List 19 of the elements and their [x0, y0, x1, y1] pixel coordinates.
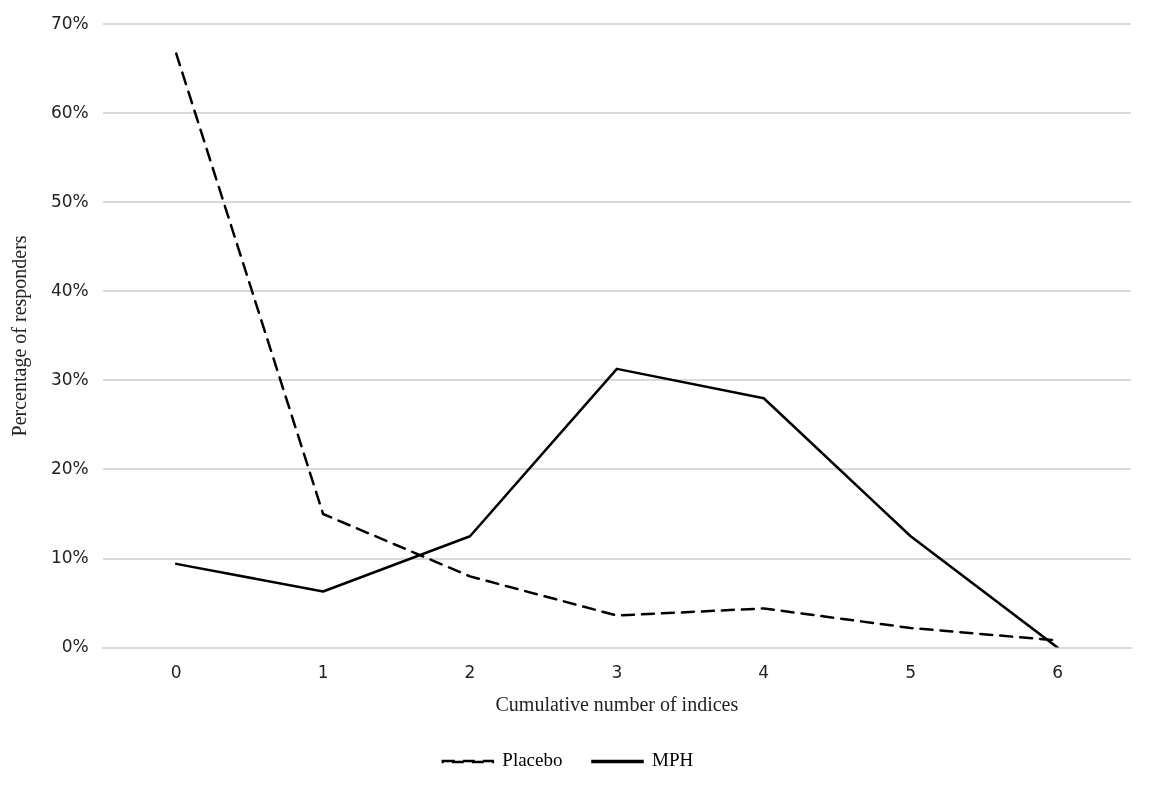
y-tick-label: 70%	[50, 12, 89, 33]
y-tick-label: 20%	[50, 457, 89, 478]
x-tick-label: 2	[464, 662, 476, 683]
x-tick-label: 0	[170, 662, 182, 683]
legend-label: MPH	[651, 749, 694, 771]
x-tick-label: 5	[905, 662, 917, 683]
y-tick-label: 10%	[50, 546, 89, 567]
y-tick-label: 50%	[50, 190, 89, 211]
y-tick-label: 60%	[50, 101, 89, 122]
x-tick-label: 3	[611, 662, 623, 683]
y-tick-label: 0%	[61, 636, 89, 657]
x-tick-label: 1	[317, 662, 329, 683]
x-tick-label: 4	[758, 662, 770, 683]
y-axis-title: Percentage of responders	[8, 235, 32, 437]
legend-label: Placebo	[502, 749, 563, 771]
x-tick-label: 6	[1052, 662, 1063, 683]
y-tick-label: 40%	[50, 279, 89, 300]
y-tick-label: 30%	[50, 368, 89, 389]
x-axis-title: Cumulative number of indices	[495, 693, 739, 716]
